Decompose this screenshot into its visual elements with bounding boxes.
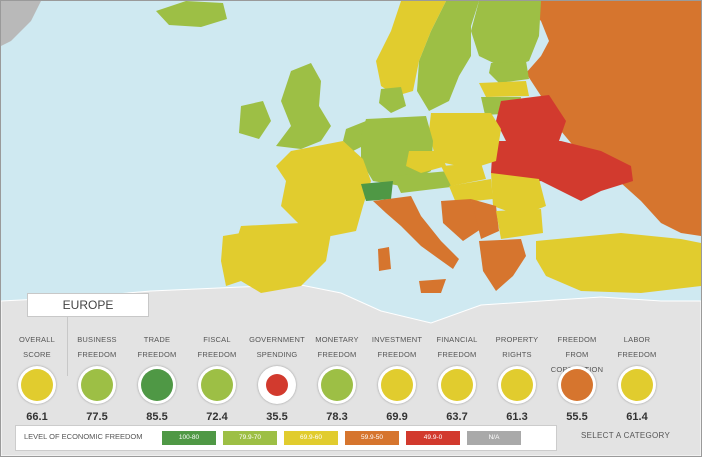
category-score-ring[interactable] (18, 366, 56, 404)
category-label-line1: BUSINESS (77, 335, 117, 344)
category-score-value: 69.9 (386, 411, 408, 423)
category-fiscal-freedom[interactable]: FISCAL FREEDOM 72.4 (185, 332, 249, 423)
category-score-dot (441, 369, 473, 401)
category-label-line1: FREEDOM FROM (557, 335, 597, 359)
category-score-ring[interactable] (498, 366, 536, 404)
category-label: TRADE FREEDOM (125, 332, 189, 362)
category-label-line2: FREEDOM (77, 350, 117, 359)
category-government-spending[interactable]: GOVERNMENT SPENDING 35.5 (245, 332, 309, 423)
category-label-line2: FREEDOM (437, 350, 477, 359)
category-labor-freedom[interactable]: LABOR FREEDOM 61.4 (605, 332, 669, 423)
category-label: LABOR FREEDOM (605, 332, 669, 362)
category-label-line2: FREEDOM (317, 350, 357, 359)
category-label: GOVERNMENT SPENDING (245, 332, 309, 362)
category-investment-freedom[interactable]: INVESTMENT FREEDOM 69.9 (365, 332, 429, 423)
category-score-ring[interactable] (198, 366, 236, 404)
category-score-ring[interactable] (618, 366, 656, 404)
category-score-value: 66.1 (26, 411, 48, 423)
category-score-ring[interactable] (378, 366, 416, 404)
category-label: PROPERTY RIGHTS (485, 332, 549, 362)
category-score-dot (381, 369, 413, 401)
category-label-line1: GOVERNMENT (249, 335, 305, 344)
category-label-line2: SPENDING (256, 350, 298, 359)
category-score-dot (266, 374, 288, 396)
category-monetary-freedom[interactable]: MONETARY FREEDOM 78.3 (305, 332, 369, 423)
category-trade-freedom[interactable]: TRADE FREEDOM 85.5 (125, 332, 189, 423)
category-label: FISCAL FREEDOM (185, 332, 249, 362)
region-leader-line (67, 316, 68, 376)
category-score-value: 61.4 (626, 411, 648, 423)
category-score-ring[interactable] (558, 366, 596, 404)
legend-swatch: 59.9-50 (345, 431, 399, 445)
legend: LEVEL OF ECONOMIC FREEDOM 100-80 79.9-70 6… (15, 425, 557, 451)
category-financial-freedom[interactable]: FINANCIAL FREEDOM 63.7 (425, 332, 489, 423)
category-label-line1: LABOR (623, 335, 651, 344)
category-label-line2: RIGHTS (502, 350, 532, 359)
category-label-line2: SCORE (23, 350, 51, 359)
category-score-ring[interactable] (438, 366, 476, 404)
category-score-dot (141, 369, 173, 401)
category-score-dot (621, 369, 653, 401)
category-score-ring[interactable] (258, 366, 296, 404)
category-score-ring[interactable] (138, 366, 176, 404)
category-score-value: 78.3 (326, 411, 348, 423)
select-category-label: SELECT A CATEGORY (581, 431, 671, 440)
legend-title: LEVEL OF ECONOMIC FREEDOM (24, 432, 143, 441)
category-label-line1: FINANCIAL (436, 335, 478, 344)
category-label-line1: MONETARY (315, 335, 359, 344)
category-label-line1: INVESTMENT (371, 335, 423, 344)
category-score-value: 72.4 (206, 411, 228, 423)
category-label-line1: FISCAL (203, 335, 231, 344)
category-property-rights[interactable]: PROPERTY RIGHTS 61.3 (485, 332, 549, 423)
category-score-dot (81, 369, 113, 401)
category-overall-score[interactable]: OVERALL SCORE 66.1 (5, 332, 69, 423)
category-label: BUSINESS FREEDOM (65, 332, 129, 362)
category-label: OVERALL SCORE (5, 332, 69, 362)
category-label-line2: FREEDOM (137, 350, 177, 359)
category-score-value: 85.5 (146, 411, 168, 423)
category-score-dot (501, 369, 533, 401)
category-score-value: 61.3 (506, 411, 528, 423)
category-business-freedom[interactable]: BUSINESS FREEDOM 77.5 (65, 332, 129, 423)
category-score-value: 35.5 (266, 411, 288, 423)
category-freedom-from-corruption[interactable]: FREEDOM FROMCORRUPTION 55.5 (545, 332, 609, 423)
category-score-ring[interactable] (318, 366, 356, 404)
category-label: INVESTMENT FREEDOM (365, 332, 429, 362)
category-label: FINANCIAL FREEDOM (425, 332, 489, 362)
legend-swatch: 79.9-70 (223, 431, 277, 445)
category-label-line2: FREEDOM (377, 350, 417, 359)
category-score-value: 63.7 (446, 411, 468, 423)
category-score-value: 55.5 (566, 411, 588, 423)
category-label: MONETARY FREEDOM (305, 332, 369, 362)
category-score-dot (21, 369, 53, 401)
legend-swatch: 69.9-60 (284, 431, 338, 445)
category-label-line2: FREEDOM (197, 350, 237, 359)
legend-swatch: 49.9-0 (406, 431, 460, 445)
legend-swatch: N/A (467, 431, 521, 445)
category-label-line1: OVERALL (19, 335, 55, 344)
category-score-dot (561, 369, 593, 401)
category-label-line1: PROPERTY (495, 335, 539, 344)
category-label-line2: FREEDOM (617, 350, 657, 359)
category-score-dot (321, 369, 353, 401)
legend-swatch: 100-80 (162, 431, 216, 445)
category-label: FREEDOM FROMCORRUPTION (545, 332, 609, 374)
category-score-value: 77.5 (86, 411, 108, 423)
category-score-dot (201, 369, 233, 401)
category-label-line1: TRADE (143, 335, 171, 344)
category-score-ring[interactable] (78, 366, 116, 404)
region-selector[interactable]: EUROPE (27, 293, 149, 317)
